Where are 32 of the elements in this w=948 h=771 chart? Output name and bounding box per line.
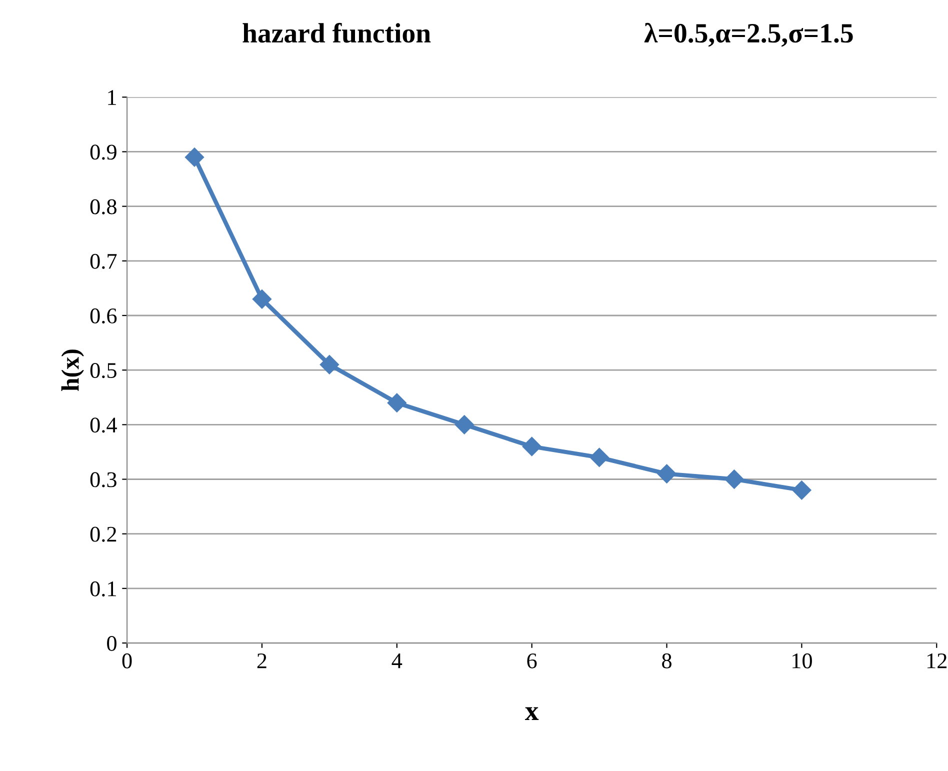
point [320,355,339,374]
y-tick-label: 0 [107,636,116,651]
x-tick-label: 12 [927,653,947,668]
point [522,436,542,456]
y-tick-label: 0.4 [90,418,117,433]
y-tick-label: 0.9 [90,144,116,160]
y-tick-label: 0.8 [90,199,116,214]
point [454,415,474,434]
y-tick-label: 1 [108,90,116,105]
y-tick-label: 0.7 [90,254,117,269]
x-tick-label: 8 [662,653,672,668]
y-tick-label: 0.5 [90,363,116,378]
point [657,464,676,484]
x-tick-label: 2 [257,653,266,668]
point [184,148,204,167]
y-tick-label: 0.3 [90,472,116,488]
x-tick-label: 0 [122,653,132,668]
x-axis-title: x [524,707,539,720]
point [387,393,406,412]
point [252,290,272,309]
y-tick-label: 0.1 [90,581,116,596]
x-tick-label: 10 [792,653,812,668]
y-tick-label: 0.6 [90,308,117,324]
y-axis-title: h(x) [61,350,84,391]
y-tick-label: 0.2 [90,526,116,542]
text: λ=0.5,α=2.5,σ=1.5 [644,22,853,47]
point [792,480,812,500]
x-tick-label: 4 [392,654,402,668]
chart-title: hazard function [242,22,431,43]
point [590,448,609,467]
point [724,470,744,489]
x-tick-label: 6 [527,653,537,668]
